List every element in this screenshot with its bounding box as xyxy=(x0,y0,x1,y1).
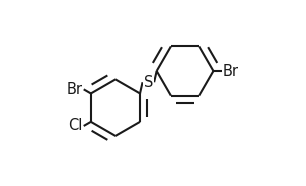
Text: Br: Br xyxy=(223,63,239,78)
Text: Cl: Cl xyxy=(69,118,83,134)
Text: S: S xyxy=(144,75,153,90)
Text: Br: Br xyxy=(67,82,83,97)
